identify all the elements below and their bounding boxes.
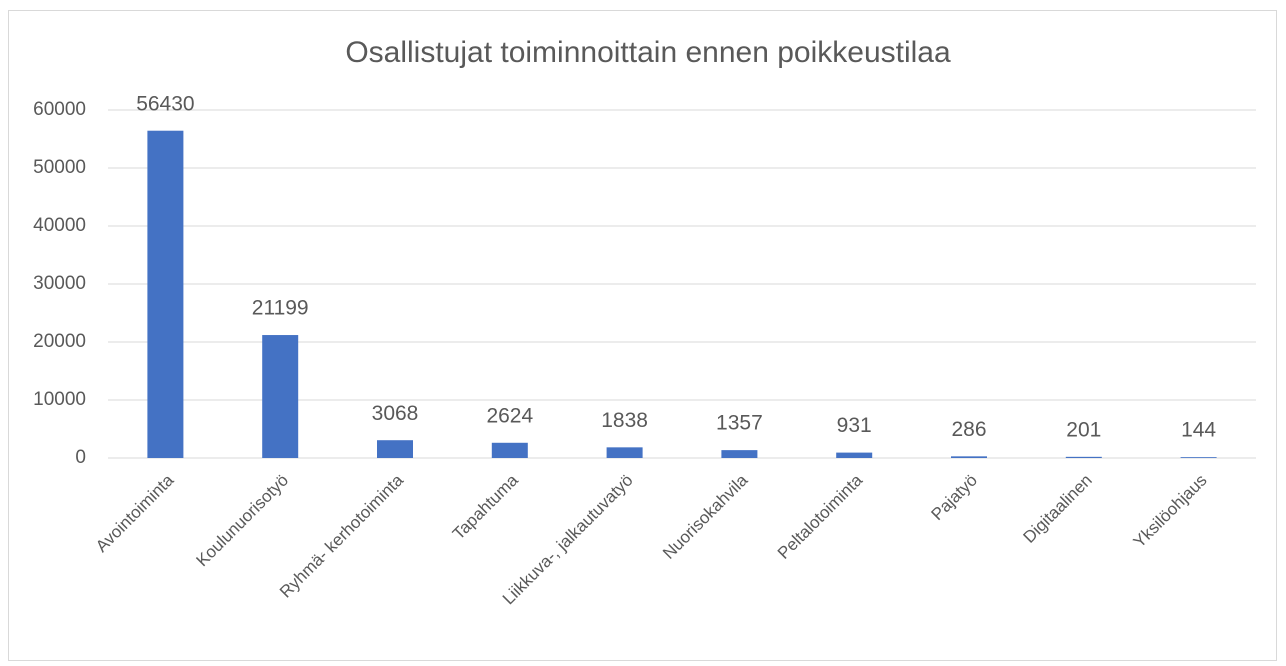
- bar: [951, 456, 987, 458]
- y-tick-label: 10000: [33, 389, 86, 410]
- bar: [262, 335, 299, 458]
- data-label: 21199: [252, 297, 309, 320]
- data-label: 3068: [372, 402, 419, 425]
- data-label: 56430: [136, 92, 194, 115]
- bar: [1065, 456, 1102, 458]
- data-label: 1838: [601, 409, 648, 432]
- chart-border: [8, 10, 1277, 661]
- data-label: 144: [1181, 419, 1216, 442]
- y-tick-label: 40000: [33, 215, 86, 236]
- bar: [606, 447, 643, 458]
- bar: [1180, 457, 1217, 458]
- data-label: 1357: [716, 412, 763, 435]
- bar: [836, 452, 873, 458]
- data-label: 286: [951, 418, 986, 441]
- bar: [721, 450, 758, 458]
- bar: [147, 130, 184, 458]
- bar: [377, 440, 413, 458]
- y-tick-label: 30000: [33, 273, 86, 294]
- data-label: 201: [1066, 418, 1101, 441]
- data-label: 931: [837, 414, 872, 437]
- chart-title: Osallistujat toiminnoittain ennen poikke…: [345, 36, 951, 69]
- bar: [491, 442, 528, 458]
- y-tick-label: 50000: [33, 157, 86, 178]
- y-tick-label: 0: [75, 447, 86, 468]
- y-tick-label: 20000: [33, 331, 86, 352]
- data-label: 2624: [486, 404, 533, 427]
- y-tick-label: 60000: [33, 99, 86, 120]
